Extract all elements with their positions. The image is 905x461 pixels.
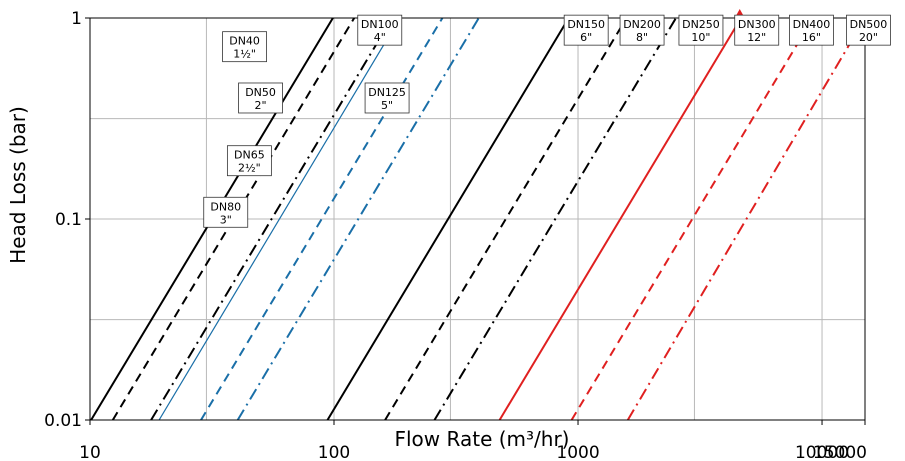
label-box-line1: DN300: [738, 18, 776, 31]
x-tick-label: 1000: [556, 443, 599, 461]
label-box-rect: [203, 196, 249, 228]
label-box-line1: DN200: [623, 18, 661, 31]
label-box-line2: 20": [859, 31, 878, 44]
label-box-line1: DN65: [234, 149, 265, 162]
label-box-line2: 2½": [238, 162, 261, 175]
label-box-rect: [357, 14, 403, 46]
label-box-line1: DN150: [567, 18, 605, 31]
label-box-line2: 16": [802, 31, 821, 44]
label-box-line1: DN40: [229, 35, 260, 48]
label-box-line1: DN50: [245, 86, 276, 99]
series-line: [158, 18, 401, 420]
x-axis-title: Flow Rate (m³/hr): [395, 427, 570, 451]
label-box-line2: 2": [255, 99, 267, 112]
label-box-line1: DN80: [210, 200, 241, 213]
label-box-rect: [563, 14, 609, 46]
series-line: [236, 18, 480, 420]
label-box-line1: DN500: [850, 18, 888, 31]
x-tick-label: 15000: [813, 443, 867, 461]
label-box-line2: 10": [691, 31, 710, 44]
label-box-line2: 12": [747, 31, 766, 44]
series-line: [626, 18, 865, 420]
series-line: [384, 18, 628, 420]
series-layer: [90, 18, 865, 420]
label-box-line2: 6": [580, 31, 592, 44]
label-box-line1: DN400: [793, 18, 831, 31]
label-box-rect: [789, 14, 834, 46]
label-box-line1: DN100: [361, 18, 399, 31]
label-box-rect: [734, 14, 780, 46]
series-line: [326, 18, 570, 420]
x-tick-label: 10000: [795, 443, 849, 461]
label-box-line2: 5": [381, 99, 393, 112]
x-tick-label: 10: [79, 443, 101, 461]
label-box-line2: 8": [636, 31, 648, 44]
label-box-line1: DN250: [682, 18, 720, 31]
y-tick-label: 0.1: [55, 210, 82, 230]
label-box-line1: DN125: [368, 86, 406, 99]
series-line: [150, 18, 393, 420]
series-line: [111, 18, 356, 420]
label-box-rect: [226, 145, 272, 177]
label-box-rect: [364, 82, 410, 114]
label-box-rect: [846, 14, 891, 46]
series-line: [570, 18, 814, 420]
y-tick-label: 0.01: [44, 411, 82, 431]
series-line: [433, 18, 677, 420]
label-box-rect: [238, 82, 283, 114]
y-axis-title: Head Loss (bar): [6, 106, 30, 264]
x-tick-label: 100: [318, 443, 350, 461]
label-box-line2: 3": [220, 213, 232, 226]
label-box-line2: 4": [374, 31, 386, 44]
label-box-rect: [222, 31, 267, 63]
label-box-rect: [619, 14, 665, 46]
label-box-rect: [678, 14, 724, 46]
label-box-line2: 1½": [233, 48, 256, 61]
y-tick-label: 1: [71, 9, 82, 29]
series-line: [498, 18, 742, 420]
